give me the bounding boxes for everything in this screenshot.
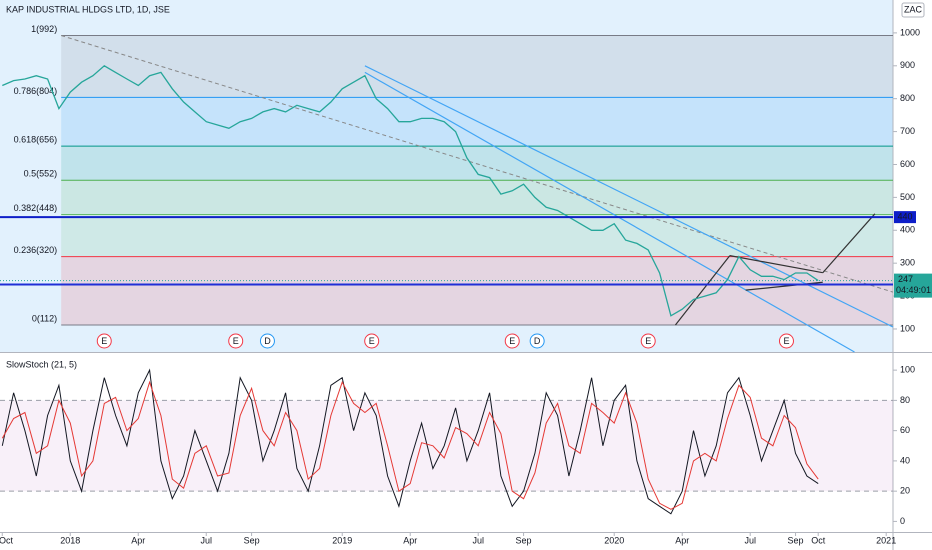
y-tick-label: 900: [900, 60, 915, 70]
trend-line: [364, 65, 894, 328]
trend-line: [364, 71, 855, 353]
event-label: E: [233, 336, 239, 346]
fib-band: [61, 180, 893, 215]
trend-line: [822, 213, 876, 274]
x-tick-label: Apr: [403, 535, 417, 545]
event-label: E: [783, 336, 789, 346]
event-label: E: [645, 336, 651, 346]
event-marker: [259, 333, 275, 349]
x-tick-label: Oct: [0, 535, 13, 545]
x-tick-label: 2020: [604, 535, 624, 545]
fib-label: 0.618(656): [14, 134, 58, 144]
fib-label: 1(992): [31, 24, 57, 34]
event-marker: [640, 333, 656, 349]
y-tick-label: 100: [900, 365, 915, 375]
event-marker: [364, 333, 380, 349]
price-label: 440: [897, 211, 912, 221]
x-tick-label: Jul: [200, 535, 212, 545]
fib-label: 0.786(804): [14, 86, 58, 96]
x-tick-label: Sep: [788, 535, 804, 545]
x-tick-label: Apr: [131, 535, 145, 545]
event-label: E: [509, 336, 515, 346]
y-tick-label: 400: [900, 225, 915, 235]
x-tick-label: Sep: [244, 535, 260, 545]
countdown: 04:49:01: [896, 285, 931, 295]
fib-label: 0.236(320): [14, 245, 58, 255]
chart-title: KAP INDUSTRIAL HLDGS LTD, 1D, JSE: [6, 4, 170, 14]
x-tick-label: Sep: [516, 535, 532, 545]
y-tick-label: 40: [900, 455, 910, 465]
y-tick-label: 20: [900, 486, 910, 496]
last-price-box: [894, 273, 932, 298]
y-tick-label: 300: [900, 258, 915, 268]
fib-band: [61, 214, 893, 257]
event-marker: [228, 333, 244, 349]
x-tick-label: Jul: [472, 535, 484, 545]
plot-background: [0, 0, 893, 352]
y-tick-label: 80: [900, 395, 910, 405]
fib-band: [61, 256, 893, 326]
event-label: E: [101, 336, 107, 346]
x-tick-label: Oct: [811, 535, 826, 545]
event-marker: [778, 333, 794, 349]
trend-line: [674, 255, 731, 326]
x-tick-label: 2018: [60, 535, 80, 545]
indicator-title: SlowStoch (21, 5): [6, 359, 77, 369]
trend-line: [729, 255, 823, 274]
currency-box: [901, 2, 925, 18]
y-tick-label: 0: [900, 516, 905, 526]
fib-band: [61, 35, 893, 98]
trend-line: [61, 35, 894, 293]
fib-label: 0(112): [32, 313, 57, 323]
event-marker: [529, 333, 545, 349]
y-tick-label: 500: [900, 192, 915, 202]
event-label: E: [369, 336, 375, 346]
currency: ZAC: [904, 4, 923, 14]
event-label: D: [534, 336, 541, 346]
y-tick-label: 60: [900, 425, 910, 435]
event-label: D: [264, 336, 271, 346]
stoch-band: [0, 400, 893, 492]
event-marker: [96, 333, 112, 349]
last-price-label: 247: [898, 274, 913, 284]
stoch-line: [1, 380, 819, 510]
event-marker: [504, 333, 520, 349]
y-tick-label: 600: [900, 159, 915, 169]
y-tick-label: 1000: [900, 27, 920, 37]
y-tick-label: 700: [900, 126, 915, 136]
x-tick-label: Jul: [744, 535, 756, 545]
stoch-line: [1, 368, 819, 515]
fib-band: [61, 146, 893, 181]
fib-label: 0.382(448): [14, 203, 58, 213]
price-line: [2, 65, 819, 317]
y-tick-label: 100: [900, 323, 915, 333]
y-tick-label: 800: [900, 93, 915, 103]
fib-label: 0.5(552): [24, 169, 58, 179]
x-tick-label: Apr: [675, 535, 689, 545]
x-tick-label: 2021: [876, 535, 896, 545]
x-tick-label: 2019: [332, 535, 352, 545]
price-label-box: [894, 211, 916, 224]
